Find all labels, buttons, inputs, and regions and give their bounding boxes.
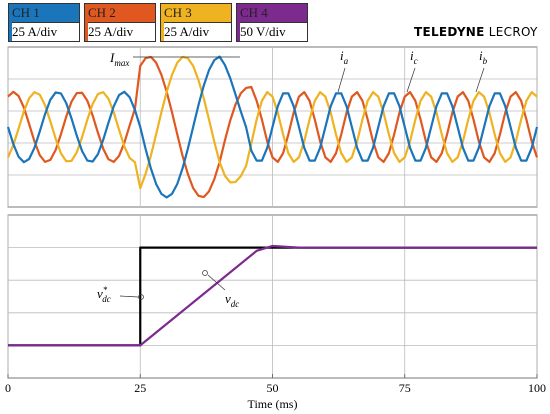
- channel-box: CH 4 50 V/div: [236, 3, 308, 42]
- leader: [337, 67, 346, 93]
- channel-scale: 25 A/div: [12, 22, 79, 41]
- trace: [7, 55, 539, 199]
- leader: [207, 274, 226, 291]
- annotation: v* dc: [97, 285, 111, 304]
- x-tick-label: 75: [399, 381, 411, 395]
- brand-bold: TELEDYNE: [414, 25, 485, 39]
- channel-box: CH 1 25 A/div: [8, 3, 80, 42]
- trace: [8, 244, 537, 347]
- channel-box: CH 2 25 A/div: [84, 3, 156, 42]
- annotation: ic: [410, 48, 418, 66]
- x-tick-label: 25: [134, 381, 146, 395]
- marker: [138, 294, 144, 300]
- marker: [202, 270, 208, 276]
- channel-name: CH 2: [88, 5, 116, 20]
- brand: TELEDYNE LECROY: [414, 25, 538, 39]
- annotation: Imax: [109, 50, 129, 68]
- annotation: vdc: [225, 291, 239, 309]
- x-tick-label: 50: [267, 381, 279, 395]
- leader: [119, 295, 139, 298]
- channel-box: CH 3 25 A/div: [160, 3, 232, 42]
- channel-name: CH 1: [12, 5, 40, 20]
- channel-scale: 25 A/div: [88, 22, 155, 41]
- x-tick-label: 100: [528, 381, 546, 395]
- leader: [406, 67, 416, 93]
- trace: [6, 55, 538, 190]
- trace: [6, 55, 539, 199]
- annotation: ib: [479, 48, 488, 66]
- channel-name: CH 4: [240, 5, 268, 20]
- annotation: ia: [340, 48, 349, 66]
- x-axis-label: Time (ms): [248, 397, 298, 411]
- channel-scale: 50 V/div: [240, 22, 307, 41]
- leader: [475, 67, 485, 93]
- brand-light: LECROY: [488, 25, 538, 39]
- channel-name: CH 3: [164, 5, 192, 20]
- x-tick-label: 0: [5, 381, 11, 395]
- channel-scale: 25 A/div: [164, 22, 231, 41]
